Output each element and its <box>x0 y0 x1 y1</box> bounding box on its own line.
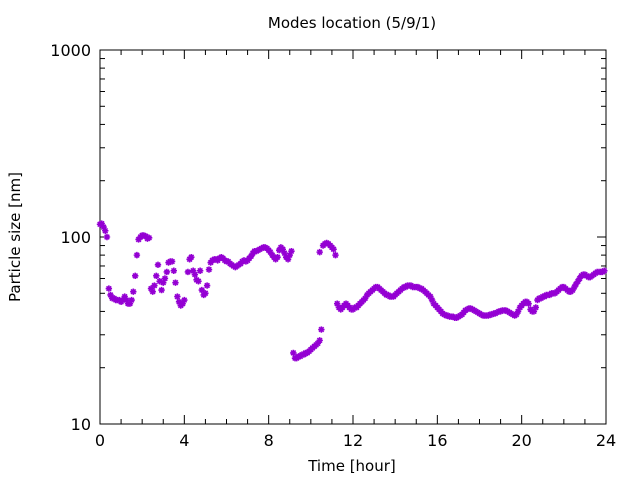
y-tick-label: 10 <box>71 415 91 434</box>
data-point <box>205 266 213 273</box>
data-series <box>96 220 608 362</box>
data-point <box>103 233 111 241</box>
data-point <box>179 300 186 307</box>
data-point <box>428 296 436 304</box>
data-point <box>279 246 286 253</box>
data-point <box>284 256 292 263</box>
y-tick-label: 100 <box>60 228 91 247</box>
data-point <box>330 246 337 253</box>
x-tick-label: 8 <box>264 431 274 450</box>
x-tick-label: 12 <box>343 431 363 450</box>
data-point <box>181 296 188 304</box>
data-point <box>316 248 323 256</box>
data-point <box>151 282 158 289</box>
y-tick-label: 1000 <box>50 41 91 60</box>
data-point <box>130 288 137 295</box>
data-point <box>132 272 139 280</box>
data-point <box>514 308 522 315</box>
data-point <box>119 296 126 304</box>
data-point <box>318 326 325 333</box>
data-point <box>107 291 114 299</box>
data-point <box>572 280 580 288</box>
data-point <box>147 285 155 292</box>
data-point <box>314 340 321 347</box>
data-point <box>105 285 113 292</box>
data-point <box>189 267 197 274</box>
data-point <box>601 267 608 274</box>
data-point <box>333 300 341 307</box>
chart-title: Modes location (5/9/1) <box>268 14 436 32</box>
data-point <box>126 300 134 307</box>
data-point <box>525 300 532 307</box>
data-point <box>121 293 128 300</box>
data-point <box>332 251 339 259</box>
data-point <box>202 290 209 297</box>
data-point <box>203 282 211 289</box>
data-point <box>274 253 281 261</box>
data-point <box>100 223 107 231</box>
data-point <box>98 220 105 227</box>
data-point <box>172 279 179 286</box>
data-point <box>191 271 199 278</box>
data-point <box>267 248 274 256</box>
data-point <box>156 278 163 285</box>
plot-frame <box>99 49 607 425</box>
axis-ticks <box>99 49 607 425</box>
data-point <box>184 268 192 276</box>
data-point <box>195 278 202 285</box>
data-point <box>288 247 295 255</box>
data-point <box>532 304 539 311</box>
data-point <box>196 267 204 274</box>
data-point <box>128 296 135 304</box>
data-point <box>170 267 177 274</box>
data-point <box>530 308 538 315</box>
data-point <box>163 268 171 276</box>
data-point <box>158 286 165 294</box>
data-point <box>168 258 176 265</box>
x-tick-label: 20 <box>511 431 531 450</box>
data-point <box>153 272 160 280</box>
data-point <box>175 298 183 306</box>
data-point <box>247 252 255 260</box>
data-point <box>161 275 169 282</box>
data-point <box>133 251 141 259</box>
data-point <box>160 279 167 286</box>
data-point <box>154 261 162 269</box>
data-point <box>569 286 576 294</box>
data-point <box>316 337 323 344</box>
data-point <box>174 293 181 300</box>
x-tick-label: 16 <box>427 431 447 450</box>
data-point <box>427 293 434 300</box>
data-point <box>290 349 297 357</box>
x-tick-label: 24 <box>596 431 616 450</box>
axis-tick-labels: 0 4 8 12 16 20 24 10 100 1000 <box>50 41 616 450</box>
x-tick-label: 0 <box>95 431 105 450</box>
x-tick-label: 4 <box>179 431 189 450</box>
data-point <box>362 295 369 302</box>
data-point <box>571 283 578 291</box>
data-point <box>286 251 293 259</box>
data-point <box>145 234 153 242</box>
x-axis-label: Time [hour] <box>307 457 396 475</box>
data-point <box>123 296 130 304</box>
data-point <box>102 227 109 234</box>
data-point <box>281 249 288 257</box>
data-point <box>149 288 156 295</box>
data-point <box>198 286 206 294</box>
data-point <box>513 311 520 318</box>
y-axis-label: Particle size [nm] <box>6 172 24 302</box>
data-point <box>188 253 195 261</box>
